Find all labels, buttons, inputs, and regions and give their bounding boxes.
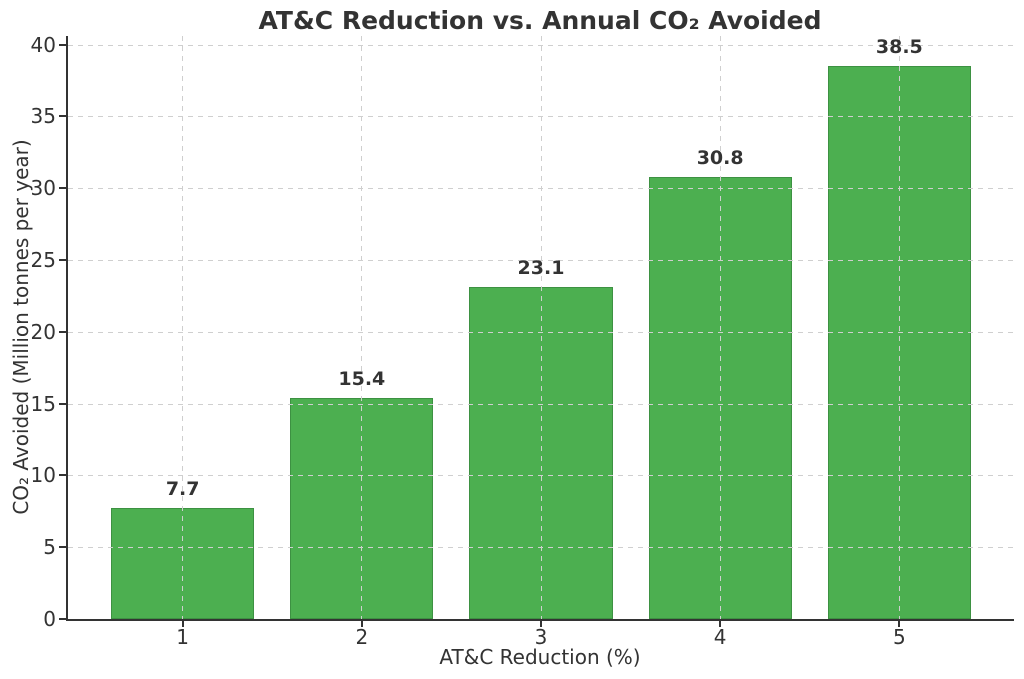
gridline-v xyxy=(898,36,900,619)
gridline-v xyxy=(540,36,542,619)
y-tick-label: 30 xyxy=(30,176,56,201)
y-tick-label: 15 xyxy=(30,391,56,416)
x-tick-mark xyxy=(540,621,542,627)
y-tick-mark xyxy=(59,618,66,620)
y-tick-mark xyxy=(59,474,66,477)
y-tick-mark xyxy=(59,43,66,46)
y-tick-label: 40 xyxy=(30,32,56,57)
x-tick-mark xyxy=(181,621,184,627)
x-tick-mark xyxy=(898,621,901,627)
chart-title: AT&C Reduction vs. Annual CO₂ Avoided xyxy=(258,6,822,35)
bar-value-label: 7.7 xyxy=(165,478,200,501)
plot-area: 7.7 15.4 23.1 30.8 38.5 0 5 10 15 20 25 30 35 40 1 2 3 4 5 xyxy=(31,33,1014,649)
y-tick-label: 35 xyxy=(30,104,56,129)
y-tick-label: 25 xyxy=(30,248,56,272)
x-axis-label: AT&C Reduction (%) xyxy=(439,645,641,669)
x-tick-mark xyxy=(719,621,722,627)
y-tick-mark xyxy=(59,259,66,261)
y-tick-mark xyxy=(59,115,66,118)
bar-value-label: 23.1 xyxy=(517,257,565,280)
gridline-v xyxy=(361,36,363,619)
y-tick-label: 5 xyxy=(43,535,56,560)
x-tick-label: 3 xyxy=(534,625,548,649)
y-tick-mark xyxy=(59,187,66,190)
bar-value-label: 15.4 xyxy=(338,367,386,390)
y-tick-mark xyxy=(59,546,66,549)
x-tick-label: 4 xyxy=(713,625,727,649)
x-tick-mark xyxy=(360,621,363,627)
gridline-v xyxy=(719,36,721,619)
bar-value-label: 30.8 xyxy=(696,146,744,169)
gridline-v xyxy=(182,36,184,619)
y-tick-mark xyxy=(59,330,66,333)
x-tick-label: 2 xyxy=(355,625,369,649)
y-tick-label: 10 xyxy=(30,463,56,488)
y-tick-label: 0 xyxy=(43,607,56,631)
x-tick-label: 1 xyxy=(176,625,190,649)
y-tick-label: 20 xyxy=(30,319,56,344)
x-tick-label: 5 xyxy=(892,625,906,649)
bar-value-label: 38.5 xyxy=(875,36,923,59)
y-tick-mark xyxy=(59,402,66,405)
